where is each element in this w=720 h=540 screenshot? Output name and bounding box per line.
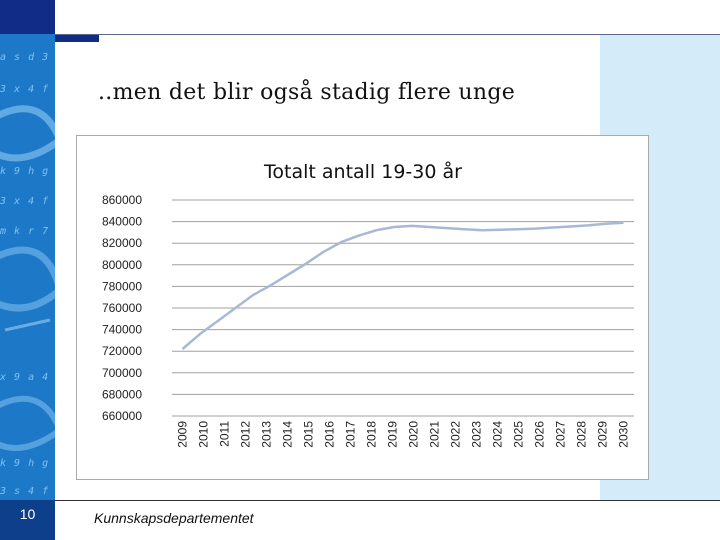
chart-container: Totalt antall 19-30 år 860000 840000 82000… [76, 135, 649, 480]
top-navy-block [0, 0, 55, 34]
series-layer [181, 221, 624, 350]
x-tick-label: 2022 [449, 421, 463, 448]
line-chart: Totalt antall 19-30 år 860000 840000 82000… [102, 160, 634, 448]
header-divider [55, 34, 720, 35]
x-tick-label: 2014 [281, 421, 295, 448]
x-tick-label: 2012 [239, 421, 253, 448]
y-tick-label: 680000 [102, 387, 142, 401]
y-tick-label: 860000 [102, 193, 142, 207]
y-tick-label: 700000 [102, 366, 142, 380]
bottom-navy-block [0, 500, 55, 540]
decorative-swirl-graphic [0, 105, 55, 451]
chart-title: Totalt antall 19-30 år [263, 160, 462, 183]
decorative-pattern: x 9 a 4 m [0, 372, 55, 383]
footer-organization: Kunnskapsdepartementet [94, 510, 254, 526]
decorative-pattern: 3 s 4 f m k [0, 486, 55, 497]
decorative-pattern: a s d 3 x 4 [0, 52, 55, 63]
slide-title: ..men det blir også stadig flere unge [98, 80, 516, 105]
left-decorative-strip: a s d 3 x 4 3 x 4 f m k k 9 h g p 2 3 x … [0, 0, 55, 540]
x-tick-label: 2020 [407, 421, 421, 448]
y-tick-label: 740000 [102, 323, 142, 337]
x-tick-label: 2019 [386, 421, 400, 448]
gridlines [172, 199, 634, 417]
x-tick-label: 2023 [470, 421, 484, 448]
x-tick-label: 2027 [554, 421, 568, 448]
x-tick-label: 2026 [533, 421, 547, 448]
decorative-pattern: 3 x 4 f m k [0, 196, 55, 207]
y-tick-label: 720000 [102, 344, 142, 358]
y-tick-label: 660000 [102, 409, 142, 423]
x-axis-tick-labels: 2009 2010 2011 2012 2013 2014 2015 2016 2017 2018… [176, 421, 631, 448]
y-tick-label: 840000 [102, 215, 142, 229]
x-tick-label: 2030 [617, 421, 631, 448]
y-tick-label: 780000 [102, 279, 142, 293]
y-axis-tick-labels: 860000 840000 820000 800000 780000 760000 7400… [102, 193, 142, 423]
x-tick-label: 2010 [197, 421, 211, 448]
y-tick-label: 820000 [102, 236, 142, 250]
x-tick-label: 2028 [575, 421, 589, 448]
x-tick-label: 2016 [323, 421, 337, 448]
decorative-pattern: 3 x 4 f m k [0, 84, 55, 95]
x-tick-label: 2024 [491, 421, 505, 448]
page-number: 10 [19, 506, 36, 522]
x-tick-label: 2011 [218, 421, 232, 447]
x-tick-label: 2021 [428, 421, 442, 448]
footer-divider [55, 500, 720, 501]
header-accent-block [55, 34, 99, 42]
decorative-pattern: m k r 7 y [0, 226, 55, 237]
x-tick-label: 2018 [365, 421, 379, 448]
x-tick-label: 2029 [596, 421, 610, 448]
decorative-pattern: k 9 h g p 2 [0, 166, 55, 177]
y-tick-label: 800000 [102, 258, 142, 272]
x-tick-label: 2009 [176, 421, 190, 448]
x-tick-label: 2025 [512, 421, 526, 448]
series-line [181, 221, 624, 350]
x-tick-label: 2013 [260, 421, 274, 448]
x-tick-label: 2017 [344, 421, 358, 448]
y-tick-label: 760000 [102, 301, 142, 315]
x-tick-label: 2015 [302, 421, 316, 448]
decorative-pattern: k 9 h g p 2 [0, 458, 55, 469]
